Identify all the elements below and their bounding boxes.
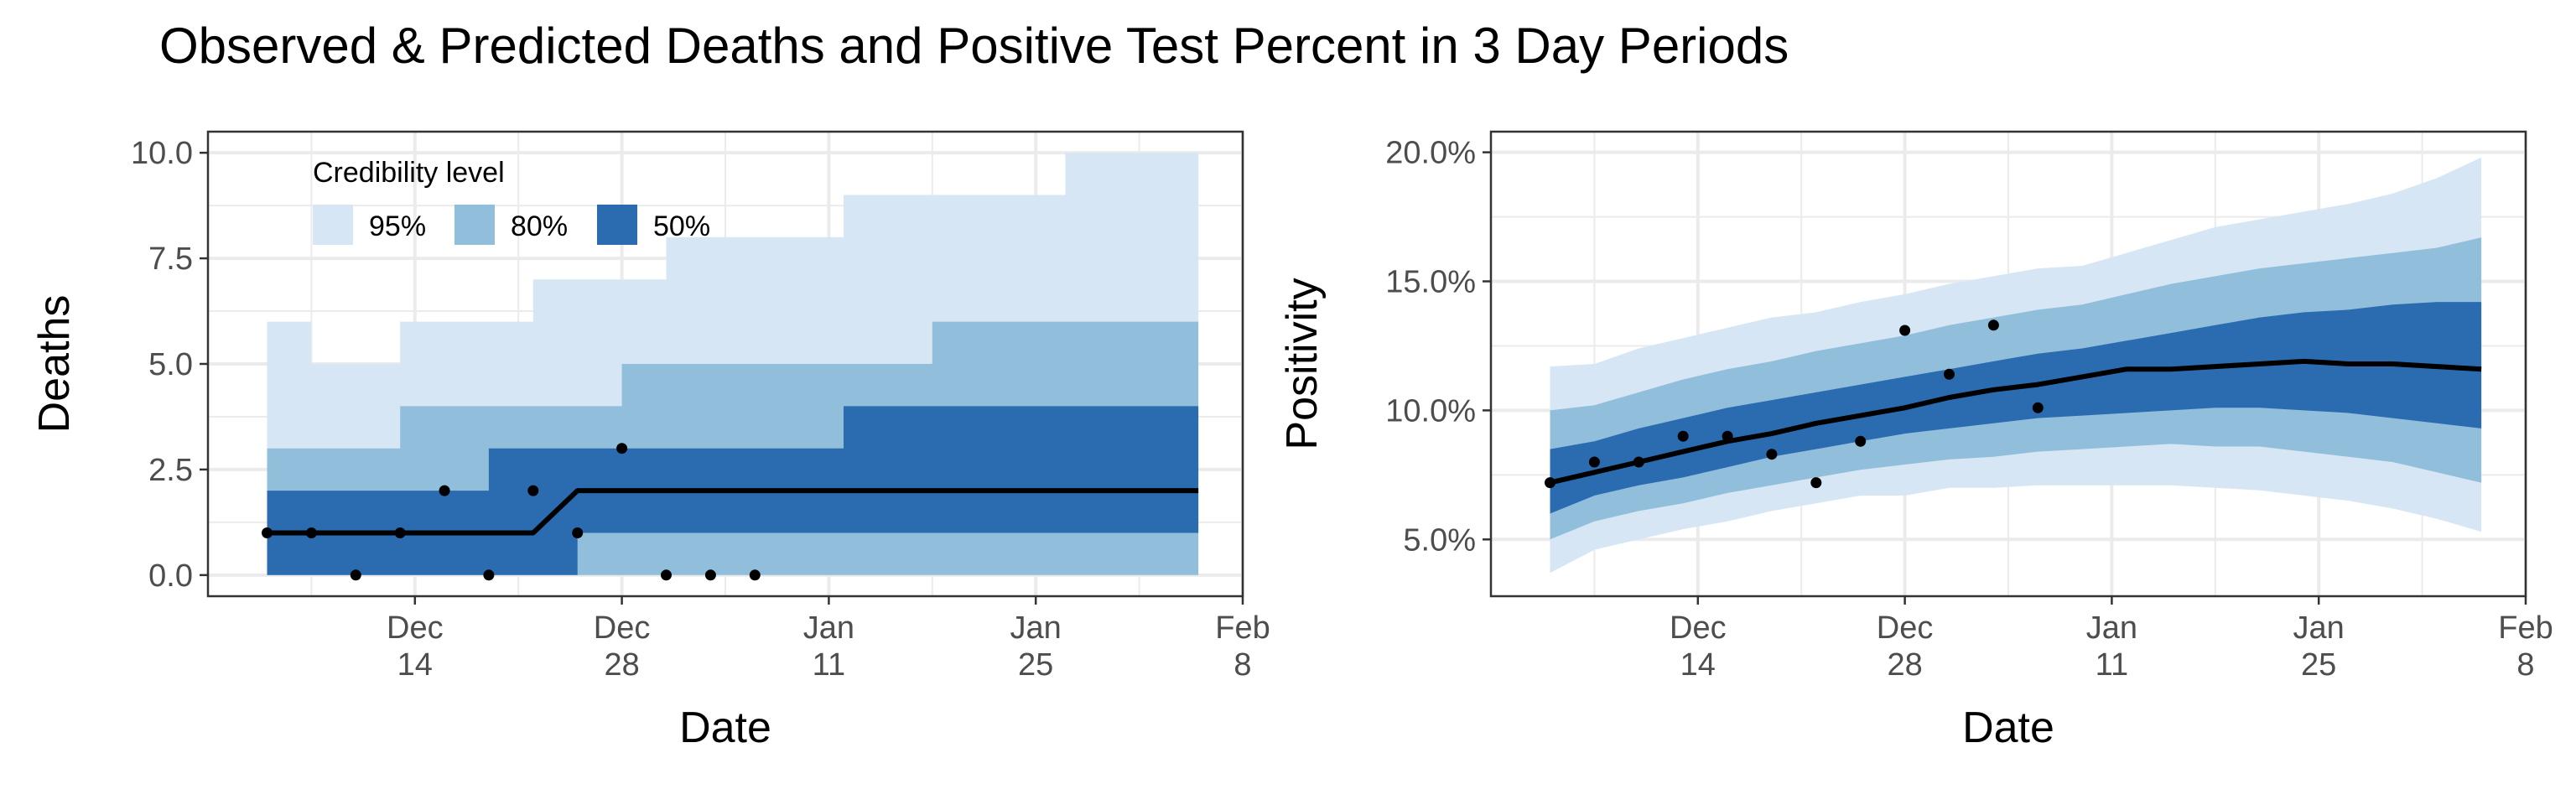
deaths-x-tick-label: Feb 8 bbox=[1215, 610, 1270, 683]
positivity-observed-point bbox=[1855, 435, 1867, 447]
deaths-y-tick-label: 7.5 bbox=[148, 242, 193, 277]
positivity-observed-point bbox=[1677, 430, 1689, 442]
deaths-y-tick-label: 10.0 bbox=[131, 136, 193, 171]
deaths-observed-point bbox=[394, 527, 406, 538]
positivity-observed-point bbox=[1810, 477, 1822, 489]
deaths-x-tick-label: Jan 25 bbox=[1010, 610, 1062, 683]
deaths-y-tick-label: 2.5 bbox=[148, 453, 193, 488]
positivity-observed-point bbox=[2032, 402, 2044, 413]
positivity-observed-point bbox=[1545, 477, 1555, 489]
deaths-x-axis-title: Date bbox=[679, 704, 771, 752]
positivity-x-axis-title: Date bbox=[1962, 704, 2054, 752]
legend-key-80 bbox=[454, 205, 495, 245]
positivity-median-line bbox=[1549, 358, 2482, 486]
deaths-observed-point bbox=[483, 569, 495, 581]
positivity-x-tick-label: Dec 14 bbox=[1670, 610, 1727, 683]
deaths-y-axis-title: Deaths bbox=[30, 295, 79, 434]
positivity-y-tick-label: 10.0% bbox=[1385, 393, 1476, 428]
deaths-y-tick-label: 5.0 bbox=[148, 347, 193, 382]
positivity-x-tick-label: Jan 25 bbox=[2293, 610, 2345, 683]
positivity-y-tick-label: 5.0% bbox=[1403, 522, 1476, 558]
positivity-y-tick-label: 20.0% bbox=[1385, 136, 1476, 171]
deaths-y-tick-label: 0.0 bbox=[148, 558, 193, 594]
deaths-observed-point bbox=[350, 569, 361, 581]
deaths-observed-point bbox=[661, 569, 672, 581]
legend-key-50 bbox=[597, 205, 637, 245]
deaths-observed-point bbox=[572, 527, 584, 538]
deaths-observed-point bbox=[439, 485, 450, 496]
positivity-x-tick-label: Feb 8 bbox=[2498, 610, 2553, 683]
positivity-panel-border bbox=[1489, 130, 2527, 598]
deaths-x-tick-label: Jan 11 bbox=[803, 610, 854, 683]
credibility-legend: Credibility level 95% 80% 50% bbox=[313, 157, 710, 245]
deaths-observed-point bbox=[305, 527, 317, 538]
deaths-panel: Credibility level 95% 80% 50% 0.0 2.5 5.0 7.5 10… bbox=[30, 130, 1270, 752]
legend-title: Credibility level bbox=[313, 157, 505, 189]
positivity-panel: 5.0% 10.0% 15.0% 20.0% Dec 14 Dec 28 Jan 11 Jan 25 F… bbox=[1278, 130, 2553, 752]
legend-label-95: 95% bbox=[369, 210, 426, 242]
positivity-y-axis-title: Positivity bbox=[1278, 278, 1327, 449]
deaths-observed-point bbox=[527, 485, 539, 496]
positivity-observed-point bbox=[1766, 449, 1778, 460]
positivity-y-tick-label: 15.0% bbox=[1385, 265, 1476, 300]
positivity-x-tick-label: Jan 11 bbox=[2086, 610, 2137, 683]
deaths-x-tick-label: Dec 14 bbox=[387, 610, 444, 683]
legend-label-50: 50% bbox=[653, 210, 710, 242]
positivity-band-50 bbox=[1550, 302, 2482, 514]
positivity-x-tick-label: Dec 28 bbox=[1877, 610, 1934, 683]
deaths-observed-point bbox=[749, 569, 761, 581]
deaths-x-tick-label: Dec 28 bbox=[594, 610, 651, 683]
deaths-observed-point bbox=[616, 443, 628, 454]
figure-title: Observed & Predicted Deaths and Positive… bbox=[159, 18, 1789, 74]
positivity-observed-point bbox=[1899, 325, 1911, 336]
positivity-observed-point bbox=[1987, 319, 1999, 331]
legend-label-80: 80% bbox=[511, 210, 568, 242]
legend-key-95 bbox=[313, 205, 353, 245]
positivity-observed-point bbox=[1722, 430, 1733, 442]
deaths-observed-point bbox=[262, 527, 273, 538]
positivity-observed-point bbox=[1588, 456, 1600, 468]
positivity-observed-point bbox=[1944, 368, 1955, 380]
deaths-observed-point bbox=[704, 569, 716, 581]
positivity-observed-point bbox=[1633, 456, 1644, 468]
